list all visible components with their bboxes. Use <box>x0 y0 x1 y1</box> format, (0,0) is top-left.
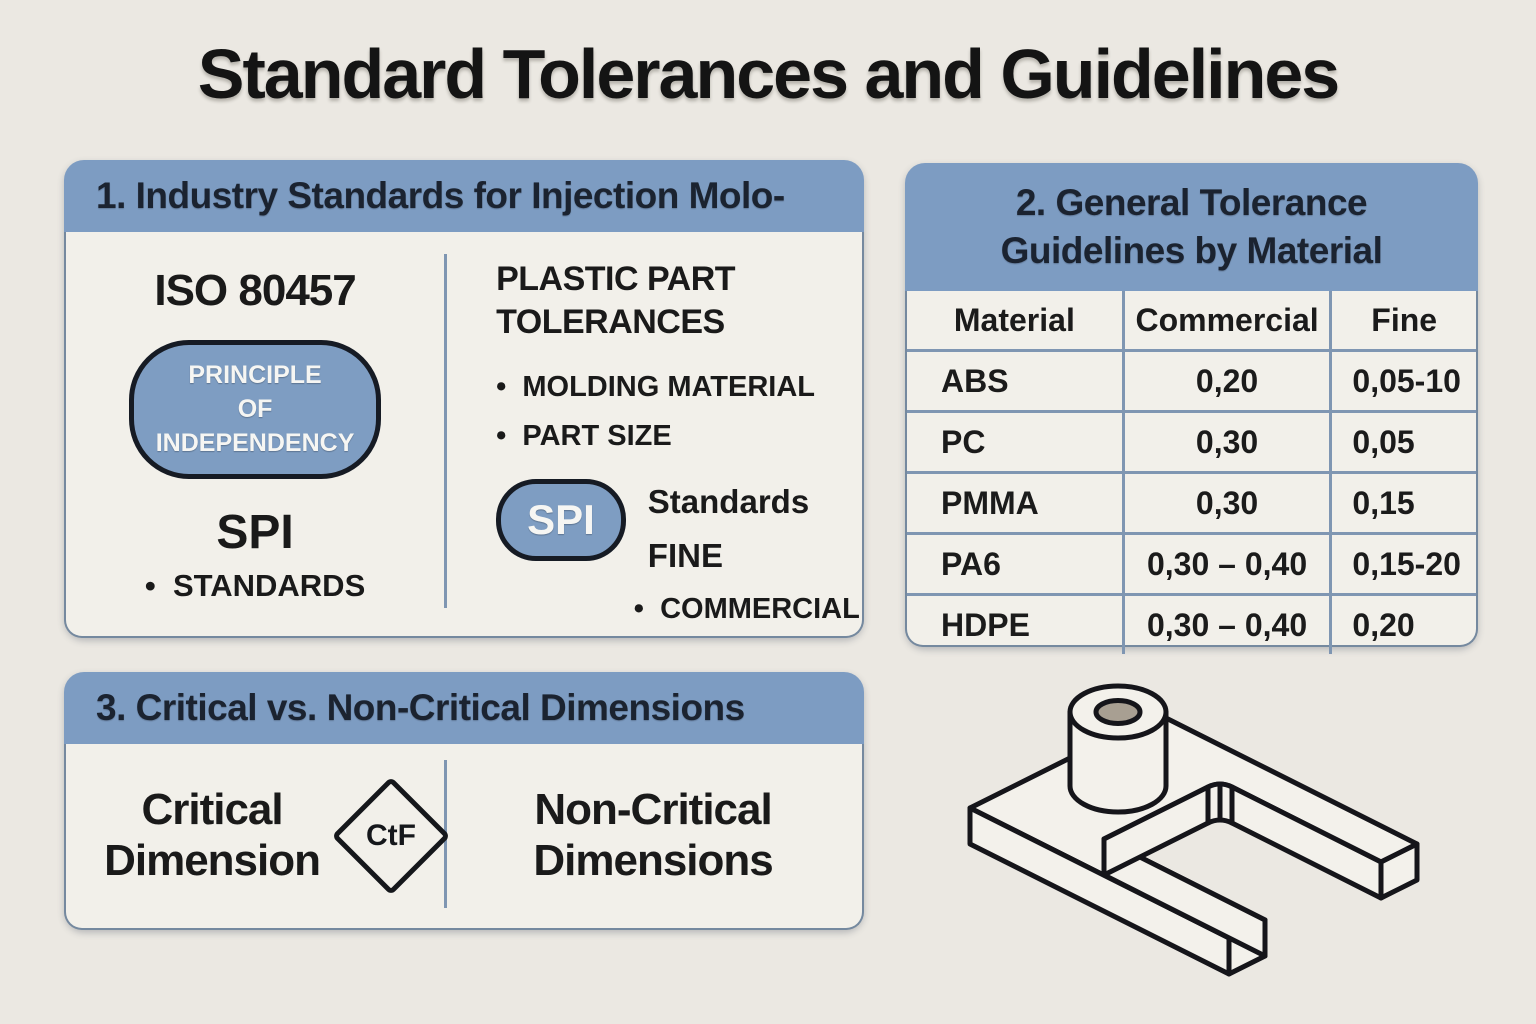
ctf-diamond-label: CtF <box>366 818 417 852</box>
panel-industry-standards: 1. Industry Standards for Injection Molo… <box>64 160 864 638</box>
isometric-part-drawing <box>967 683 1420 977</box>
material-cell: ABS <box>907 350 1125 413</box>
list-item: MOLDING MATERIAL <box>496 371 862 404</box>
column-header-material: Material <box>907 291 1125 352</box>
panel1-header: 1. Industry Standards for Injection Molo… <box>64 160 864 232</box>
panel1-right-column: PLASTIC PART TOLERANCES MOLDING MATERIAL… <box>444 232 862 636</box>
panel3-body: Critical Dimension CtF Non-Critical Dime… <box>64 744 864 930</box>
panel1-header-text: 1. Industry Standards for Injection Molo… <box>96 175 785 216</box>
spi-pill: SPI <box>496 479 626 561</box>
panel-tolerance-guidelines: 2. General Tolerance Guidelines by Mater… <box>905 163 1478 654</box>
panel2-body: Material Commercial Fine ABS 0,20 0,05-1… <box>905 291 1478 654</box>
panel2-header-text: 2. General Tolerance Guidelines by Mater… <box>1000 181 1383 271</box>
column-header-commercial: Commercial <box>1123 291 1333 352</box>
commercial-cell: 0,30 – 0,40 <box>1123 533 1333 596</box>
panel2-header: 2. General Tolerance Guidelines by Mater… <box>905 163 1478 291</box>
table-row: PC 0,30 0,05 <box>907 411 1476 474</box>
tolerance-factors-list: MOLDING MATERIAL PART SIZE <box>496 371 862 453</box>
fine-cell: 0,05-10 <box>1330 350 1476 413</box>
spi-standards-row: SPI Standards FINE COMMERCIAL <box>496 479 862 626</box>
boss-hole <box>1093 698 1143 726</box>
pill-line: INDEPENDENCY <box>155 428 355 457</box>
panel3-header-text: 3. Critical vs. Non-Critical Dimensions <box>96 687 745 728</box>
pill-line: OF <box>237 394 273 423</box>
table-row: PMMA 0,30 0,15 <box>907 472 1476 535</box>
table-row: PA6 0,30 – 0,40 0,15-20 <box>907 533 1476 596</box>
principle-of-independency-pill: PRINCIPLE OF INDEPENDENCY <box>128 340 382 480</box>
material-cell: PA6 <box>907 533 1125 596</box>
panel-critical-dimensions: 3. Critical vs. Non-Critical Dimensions … <box>64 672 864 930</box>
commercial-cell: 0,30 <box>1123 472 1333 535</box>
panel1-column-divider <box>444 254 448 608</box>
fine-label: FINE <box>647 537 723 574</box>
material-cell: PC <box>907 411 1125 474</box>
critical-dimension-label: Critical Dimension <box>104 785 321 885</box>
commercial-cell: 0,20 <box>1123 350 1333 413</box>
commercial-cell: 0,30 – 0,40 <box>1123 594 1333 654</box>
list-item: PART SIZE <box>496 420 862 453</box>
non-critical-dimensions-label: Non-Critical Dimensions <box>533 785 773 885</box>
table-header-row: Material Commercial Fine <box>907 291 1476 352</box>
spi-pill-label: SPI <box>527 496 595 543</box>
panel3-header: 3. Critical vs. Non-Critical Dimensions <box>64 672 864 744</box>
spi-heading: SPI <box>216 506 294 560</box>
spi-caption: Standards <box>647 483 810 520</box>
plastic-part-tolerances-heading: PLASTIC PART TOLERANCES <box>496 260 736 341</box>
iso-standard-heading: ISO 80457 <box>154 266 356 315</box>
material-cell: HDPE <box>907 594 1125 654</box>
spi-standards-bullet: STANDARDS <box>66 568 444 604</box>
fine-cell: 0,05 <box>1330 411 1476 474</box>
table-row: ABS 0,20 0,05-10 <box>907 350 1476 413</box>
non-critical-dimension-cell: Non-Critical Dimensions <box>444 744 862 928</box>
page-title: Standard Tolerances and Guidelines <box>197 35 1340 113</box>
tolerance-table: Material Commercial Fine ABS 0,20 0,05-1… <box>907 291 1476 654</box>
commercial-cell: 0,30 <box>1123 411 1333 474</box>
panel1-left-column: ISO 80457 PRINCIPLE OF INDEPENDENCY SPI … <box>66 232 444 636</box>
critical-dimension-cell: Critical Dimension CtF <box>66 744 451 928</box>
column-header-fine: Fine <box>1330 291 1476 352</box>
right-arm-end-face <box>1378 841 1420 901</box>
table-row: HDPE 0,30 – 0,40 0,20 <box>907 594 1476 654</box>
fine-cell: 0,15-20 <box>1330 533 1476 596</box>
spi-captions: Standards FINE COMMERCIAL <box>648 479 860 626</box>
fine-cell: 0,20 <box>1352 606 1415 643</box>
ctf-diamond-icon: CtF <box>331 776 451 896</box>
pill-line: PRINCIPLE <box>188 361 322 389</box>
fine-cell: 0,15 <box>1330 472 1476 535</box>
commercial-bullet: COMMERCIAL <box>634 593 860 626</box>
panel1-body: ISO 80457 PRINCIPLE OF INDEPENDENCY SPI … <box>64 232 864 638</box>
material-cell: PMMA <box>907 472 1125 535</box>
